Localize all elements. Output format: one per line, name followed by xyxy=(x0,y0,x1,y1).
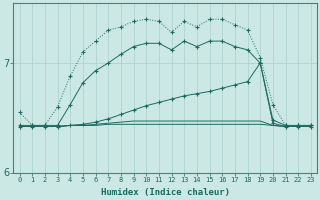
X-axis label: Humidex (Indice chaleur): Humidex (Indice chaleur) xyxy=(101,188,230,197)
